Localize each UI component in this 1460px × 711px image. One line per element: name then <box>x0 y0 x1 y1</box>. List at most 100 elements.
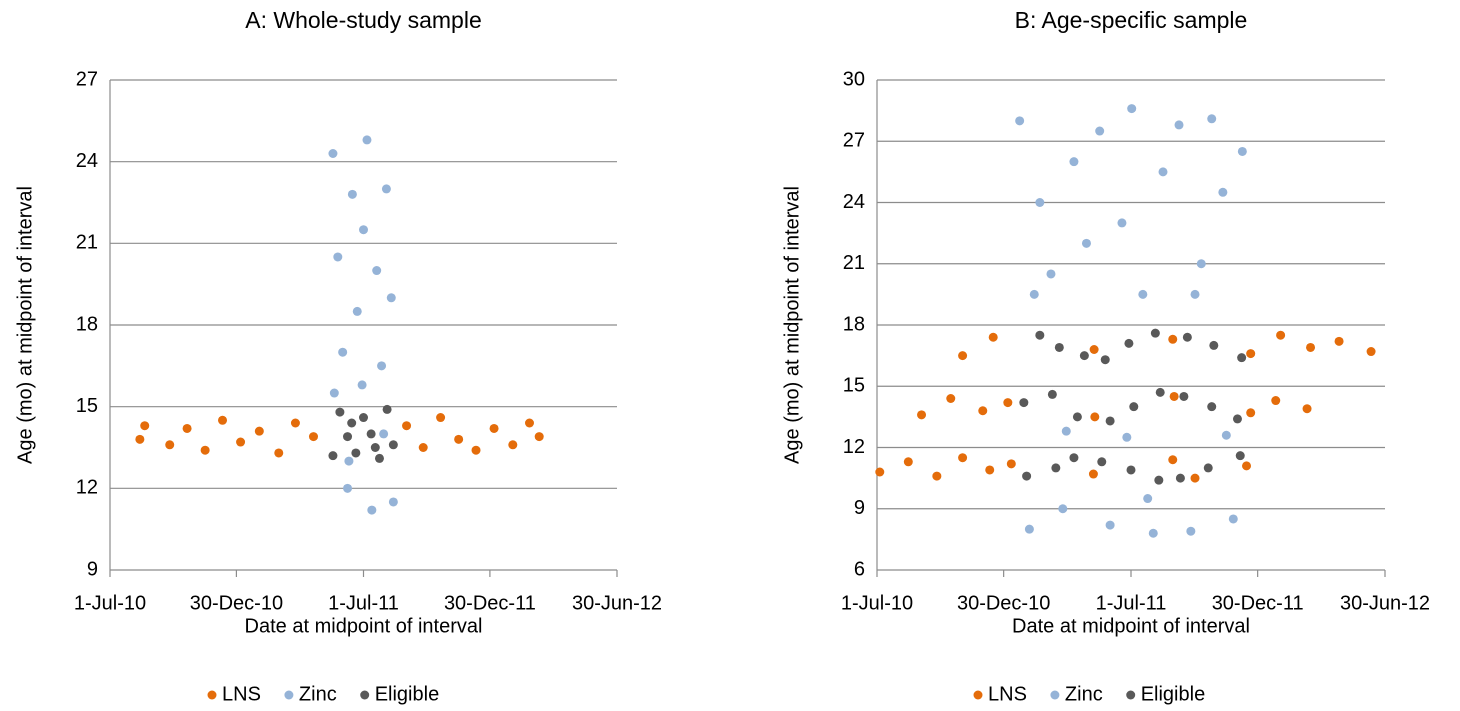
legend-marker <box>360 690 370 700</box>
point <box>1058 504 1068 514</box>
point <box>388 440 398 450</box>
point <box>351 448 361 458</box>
point <box>343 432 353 442</box>
y-tick-label: 12 <box>843 436 865 458</box>
point <box>1006 459 1016 469</box>
point <box>875 467 885 477</box>
point <box>1276 330 1286 340</box>
point <box>379 429 389 439</box>
point <box>1237 353 1247 363</box>
point <box>1072 412 1082 422</box>
point <box>372 266 382 276</box>
point <box>1089 345 1099 354</box>
point <box>338 347 348 357</box>
x-tick-label: 1-Jul-10 <box>841 592 913 614</box>
point <box>1051 463 1061 473</box>
point <box>1117 218 1127 228</box>
point <box>1179 391 1189 401</box>
y-tick-label: 27 <box>76 68 98 90</box>
y-tick-label: 24 <box>843 191 865 213</box>
point <box>1035 198 1045 207</box>
point <box>1095 126 1105 136</box>
y-tick-label: 27 <box>843 130 865 152</box>
legend-label: Zinc <box>299 683 337 705</box>
point <box>1302 404 1312 414</box>
point <box>1168 455 1178 465</box>
y-tick-label: 6 <box>854 558 865 580</box>
y-tick-label: 15 <box>76 395 98 417</box>
y-tick-label: 9 <box>854 497 865 519</box>
chart-title: B: Age-specific sample <box>1015 7 1248 33</box>
x-tick-label: 30-Dec-11 <box>1212 592 1304 614</box>
legend-marker <box>284 690 294 700</box>
point <box>1169 391 1179 401</box>
point <box>1069 157 1079 167</box>
point <box>1271 396 1281 406</box>
x-tick-label: 30-Jun-12 <box>1340 592 1430 614</box>
point <box>524 418 534 428</box>
legend-marker <box>973 690 983 700</box>
x-tick-label: 30-Dec-11 <box>444 592 536 614</box>
legend-marker <box>207 690 217 700</box>
y-axis-label: Age (mo) at midpoint of interval <box>781 186 803 464</box>
point <box>1127 104 1137 114</box>
point <box>1190 289 1200 299</box>
point <box>388 497 398 507</box>
point <box>1190 473 1200 483</box>
point <box>328 149 338 158</box>
point <box>1242 461 1252 471</box>
point <box>1174 120 1184 130</box>
point <box>489 423 499 433</box>
point <box>1218 187 1228 197</box>
point <box>343 483 353 493</box>
point <box>1015 116 1025 126</box>
point <box>1235 451 1245 461</box>
point <box>1228 514 1238 524</box>
point <box>370 443 380 452</box>
y-tick-label: 15 <box>843 375 865 397</box>
legend-marker <box>1126 690 1136 700</box>
x-tick-label: 30-Jun-12 <box>572 592 662 614</box>
point <box>1158 167 1168 177</box>
legend-label: Zinc <box>1065 683 1103 705</box>
point <box>1069 453 1079 463</box>
point <box>418 443 428 452</box>
legend-label: Eligible <box>375 683 439 705</box>
point <box>1029 289 1039 299</box>
point <box>329 388 339 398</box>
point <box>958 453 968 463</box>
point <box>1090 412 1100 422</box>
point <box>367 505 377 515</box>
y-tick-label: 18 <box>843 313 865 335</box>
point <box>958 351 968 361</box>
x-axis-label: Date at midpoint of interval <box>245 615 483 637</box>
point <box>1155 387 1165 397</box>
point <box>362 135 372 145</box>
point <box>436 413 446 423</box>
point <box>1035 330 1045 340</box>
point <box>1088 469 1098 479</box>
point <box>366 429 376 439</box>
point <box>359 413 368 423</box>
y-tick-label: 30 <box>843 68 865 90</box>
point <box>135 434 145 444</box>
x-tick-label: 1-Jul-11 <box>1096 592 1167 614</box>
x-tick-label: 1-Jul-11 <box>328 592 399 614</box>
point <box>308 432 318 442</box>
y-tick-label: 12 <box>76 477 98 499</box>
point <box>165 440 175 450</box>
point <box>1124 338 1134 348</box>
point <box>1246 349 1256 359</box>
x-axis-label: Date at midpoint of interval <box>1012 615 1250 637</box>
point <box>1366 347 1376 357</box>
point <box>182 423 192 433</box>
x-tick-label: 30-Dec-10 <box>190 592 283 614</box>
point <box>290 418 300 428</box>
y-tick-label: 9 <box>87 558 98 580</box>
point <box>1122 432 1132 442</box>
point <box>988 332 998 342</box>
point <box>471 445 481 455</box>
x-tick-label: 30-Dec-10 <box>957 592 1050 614</box>
